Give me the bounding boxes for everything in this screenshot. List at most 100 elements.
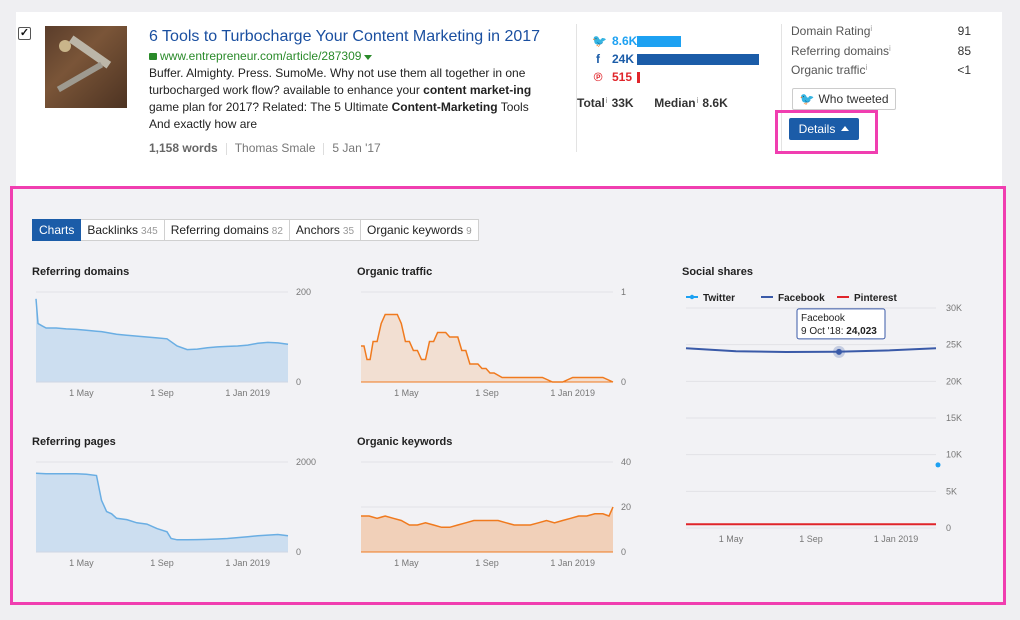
organic-traffic-chart[interactable]: 1 0 1 May 1 Sep 1 Jan 2019	[357, 286, 657, 398]
info-icon[interactable]: i	[870, 24, 873, 33]
referring-pages-chart[interactable]: 2000 0 1 May 1 Sep 1 Jan 2019	[32, 456, 332, 568]
referring-domains-chart[interactable]: 200 0 1 May 1 Sep 1 Jan 2019	[32, 286, 332, 398]
snippet-text: Buffer. Almighty. Press. SumoMe. Why not…	[149, 66, 526, 97]
y-tick-label: 0	[296, 377, 301, 387]
y-tick-label: 5K	[946, 486, 957, 496]
y-tick-label: 2000	[296, 457, 316, 467]
tab-charts[interactable]: Charts	[32, 219, 82, 241]
hover-point	[836, 348, 842, 355]
facebook-shares: f 24K	[592, 52, 652, 68]
chart-title-referring-pages: Referring pages	[32, 436, 116, 448]
details-button[interactable]: Details	[789, 118, 859, 140]
median-label: Median	[654, 96, 696, 110]
tab-referring-domains[interactable]: Referring domains 82	[164, 219, 290, 241]
x-tick-label: 1 May	[394, 388, 419, 398]
info-icon[interactable]: i	[889, 43, 891, 53]
info-icon[interactable]: i	[696, 96, 699, 105]
y-tick-label: 20K	[946, 376, 962, 386]
publish-date: 5 Jan '17	[332, 141, 381, 155]
y-tick-label: 0	[296, 547, 301, 557]
x-tick-label: 1 Jan 2019	[225, 558, 270, 568]
y-tick-label: 200	[296, 287, 311, 297]
article-snippet: Buffer. Almighty. Press. SumoMe. Why not…	[149, 65, 544, 133]
details-tabs: Charts Backlinks 345 Referring domains 82 …	[32, 219, 479, 241]
article-title-link[interactable]: 6 Tools to Turbocharge Your Content Mark…	[149, 28, 541, 45]
series-area	[361, 507, 613, 552]
article-url[interactable]: www.entrepreneur.com/article/287309	[149, 49, 373, 63]
x-tick-label: 1 Sep	[150, 388, 174, 398]
facebook-series-line	[685, 347, 937, 354]
tab-organic-keywords[interactable]: Organic keywords 9	[361, 219, 479, 241]
tooltip-value: 9 Oct '18: 24,023	[801, 326, 877, 337]
series-line	[361, 313, 614, 383]
divider	[225, 142, 227, 155]
tab-anchors[interactable]: Anchors 35	[289, 219, 362, 241]
x-tick-label: 1 May	[394, 558, 419, 568]
thumbnail-detail	[56, 61, 104, 93]
chevron-down-icon[interactable]	[364, 55, 373, 60]
y-tick-label: 40	[621, 457, 631, 467]
x-tick-label: 1 Sep	[475, 388, 499, 398]
social-shares-chart[interactable]: Twitter Facebook Pinterest 30K 25K 20K 15K 10K 5…	[682, 286, 982, 566]
info-icon[interactable]: i	[865, 63, 868, 72]
divider	[781, 24, 782, 152]
twitter-share-bar	[637, 36, 681, 47]
article-url-text[interactable]: www.entrepreneur.com/article/287309	[160, 49, 362, 63]
legend-marker	[689, 294, 695, 300]
snippet-highlight: Content-Marketing	[391, 100, 498, 114]
y-tick-label: 30K	[946, 303, 962, 313]
series-line	[35, 472, 289, 541]
metric-label: Organic traffic	[791, 63, 866, 77]
x-tick-label: 1 May	[719, 534, 744, 544]
article-thumbnail[interactable]	[45, 26, 127, 108]
twitter-data-point	[935, 462, 941, 468]
tab-label: Charts	[39, 223, 75, 237]
facebook-icon: f	[596, 52, 600, 66]
y-tick-label: 15K	[946, 413, 962, 423]
metric-organic-traffic: Organic traffici <1	[791, 63, 971, 83]
snippet-highlight: content market-ing	[423, 83, 532, 97]
total-label: Total	[577, 96, 605, 110]
thumbnail-detail	[59, 40, 71, 52]
info-icon[interactable]: i	[605, 96, 608, 105]
tab-backlinks[interactable]: Backlinks 345	[81, 219, 165, 241]
chart-title-social-shares: Social shares	[682, 266, 753, 278]
legend-label: Twitter	[703, 293, 735, 304]
tab-label: Organic keywords	[367, 223, 464, 237]
facebook-count: 24K	[612, 52, 635, 66]
who-tweeted-button[interactable]: 🐦 Who tweeted	[792, 88, 896, 110]
x-tick-label: 1 Jan 2019	[225, 388, 270, 398]
x-tick-label: 1 Sep	[475, 558, 499, 568]
select-checkbox[interactable]: ✓	[18, 27, 31, 40]
tab-label: Referring domains	[170, 223, 269, 237]
legend-label: Pinterest	[854, 293, 897, 304]
metric-domain-rating: Domain Ratingi 91	[791, 24, 971, 44]
snippet-text: Tools And exactly how are	[149, 100, 529, 131]
chevron-up-icon	[841, 126, 850, 131]
metric-label: Referring domains	[791, 43, 890, 58]
divider	[323, 142, 325, 155]
x-tick-label: 1 Jan 2019	[874, 534, 919, 544]
tab-label: Anchors	[295, 223, 340, 237]
tab-count: 35	[342, 226, 355, 237]
y-tick-label: 0	[621, 547, 626, 557]
x-tick-label: 1 May	[69, 388, 94, 398]
metric-value: 91	[957, 24, 971, 38]
series-line	[361, 506, 614, 529]
total-value: 33K	[611, 96, 634, 110]
twitter-icon: 🐦	[592, 34, 607, 48]
metric-label: Domain Rating	[791, 24, 871, 38]
y-tick-label: 0	[621, 377, 626, 387]
tooltip-box	[796, 308, 886, 340]
details-highlight-box	[775, 110, 878, 154]
pinterest-shares: ℗ 515	[592, 70, 652, 86]
metrics-list: Domain Ratingi 91 Referring domainsi 85 Or…	[791, 24, 971, 83]
details-panel	[10, 186, 1006, 605]
tab-count: 345	[141, 226, 158, 237]
metric-value: <1	[957, 63, 971, 77]
x-tick-label: 1 Sep	[799, 534, 823, 544]
twitter-icon: 🐦	[799, 92, 815, 106]
organic-keywords-chart[interactable]: 40 20 0 1 May 1 Sep 1 Jan 2019	[357, 456, 657, 568]
snippet-text: game plan for 2017? Related: The 5 Ultim…	[149, 100, 392, 114]
x-tick-label: 1 Jan 2019	[550, 388, 595, 398]
